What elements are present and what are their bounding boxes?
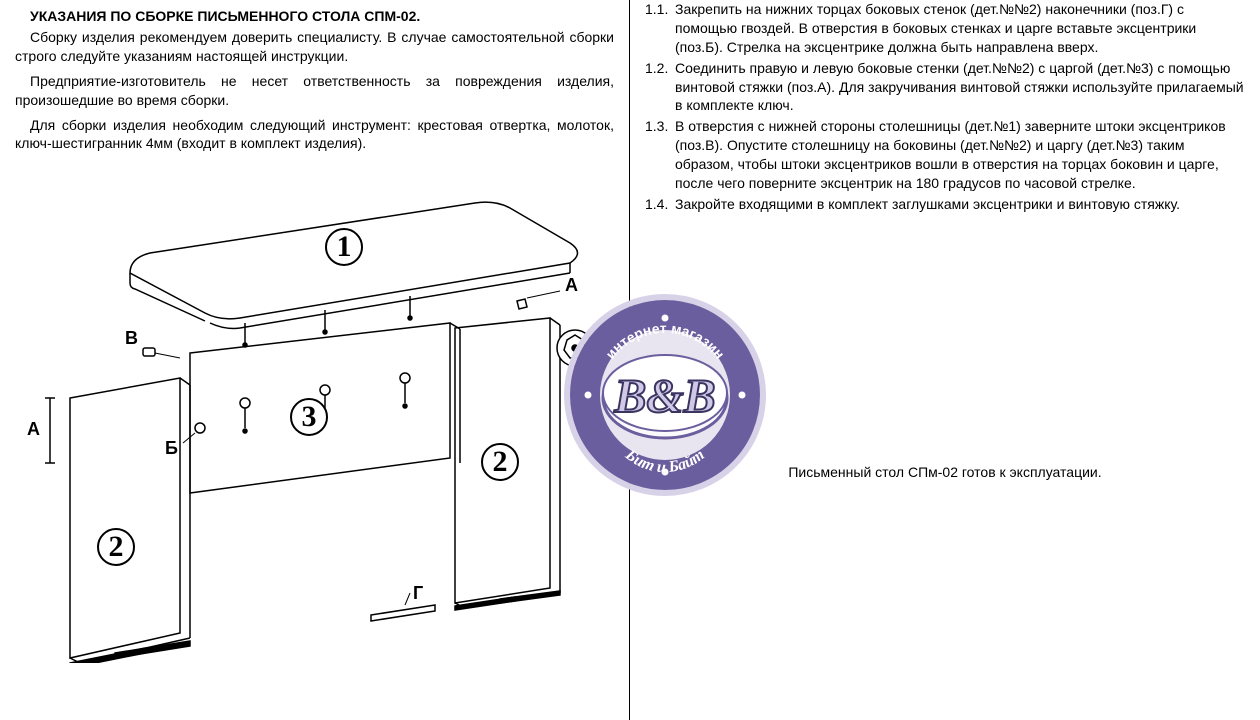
assembly-diagram: 1 2 2 3 А А В Б Г [15,173,615,663]
callout-A-left: А [27,419,40,440]
step-item: 1.3. В отверстия с нижней стороны столеш… [645,117,1245,193]
left-column: УКАЗАНИЯ ПО СБОРКЕ ПИСЬМЕННОГО СТОЛА СПм… [0,0,630,720]
intro-paragraph-1: Сборку изделия рекомендуем доверить спец… [15,28,614,66]
document-title: УКАЗАНИЯ ПО СБОРКЕ ПИСЬМЕННОГО СТОЛА СПм… [15,8,614,24]
step-text: В отверстия с нижней стороны столешницы … [675,117,1245,193]
step-text: Закройте входящими в комплект заглушками… [675,195,1245,214]
callout-B-cyr: Б [165,438,178,459]
step-number: 1.3. [645,117,675,193]
store-logo: интернет магазин Бит и Байт B&B [560,290,770,500]
step-text: Закрепить на нижних торцах боковых стено… [675,0,1245,57]
logo-monogram: B&B [613,370,715,423]
intro-paragraph-3: Для сборки изделия необходим следующий и… [15,116,614,154]
step-item: 1.2. Соединить правую и левую боковые ст… [645,59,1245,116]
step-item: 1.4. Закройте входящими в комплект заглу… [645,195,1245,214]
step-text: Соединить правую и левую боковые стенки … [675,59,1245,116]
step-number: 1.2. [645,59,675,116]
assembly-steps: 1.1. Закрепить на нижних торцах боковых … [645,0,1245,214]
step-item: 1.1. Закрепить на нижних торцах боковых … [645,0,1245,57]
step-number: 1.4. [645,195,675,214]
logo-svg: интернет магазин Бит и Байт B&B [560,290,770,500]
step-number: 1.1. [645,0,675,57]
intro-paragraph-2: Предприятие-изготовитель не несет ответс… [15,72,614,110]
callout-B: В [125,328,138,349]
callout-G: Г [413,583,423,604]
